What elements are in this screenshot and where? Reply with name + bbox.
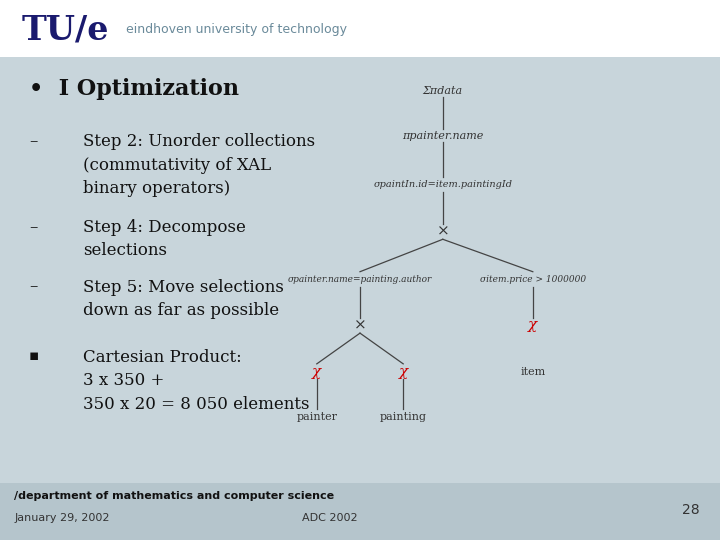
Text: /department of mathematics and computer science: /department of mathematics and computer … [14, 491, 335, 501]
Text: σpaintIn.id=item.paintingId: σpaintIn.id=item.paintingId [373, 180, 513, 189]
Text: Cartesian Product:: Cartesian Product: [83, 349, 241, 366]
Text: eindhoven university of technology: eindhoven university of technology [126, 23, 347, 36]
Text: ×: × [354, 319, 366, 333]
Text: painting: painting [379, 412, 427, 422]
Text: χ: χ [528, 319, 537, 333]
Text: –: – [29, 219, 37, 236]
Text: 28: 28 [683, 503, 700, 517]
Text: χ: χ [312, 364, 321, 379]
Text: 350 x 20 = 8 050 elements: 350 x 20 = 8 050 elements [83, 396, 310, 413]
Text: (commutativity of XAL: (commutativity of XAL [83, 157, 271, 174]
Text: selections: selections [83, 242, 167, 259]
Text: ADC 2002: ADC 2002 [302, 514, 358, 523]
Text: Step 5: Move selections: Step 5: Move selections [83, 279, 284, 295]
Text: σpainter.name=painting.author: σpainter.name=painting.author [288, 275, 432, 284]
Text: ▪: ▪ [29, 349, 39, 363]
Text: item: item [520, 367, 546, 376]
Text: January 29, 2002: January 29, 2002 [14, 514, 110, 523]
Text: binary operators): binary operators) [83, 180, 230, 198]
Text: ×: × [436, 225, 449, 239]
Text: –: – [29, 133, 37, 151]
Text: πpainter.name: πpainter.name [402, 131, 484, 140]
Text: •  I Optimization: • I Optimization [29, 78, 239, 100]
Text: σitem.price > 1000000: σitem.price > 1000000 [480, 275, 586, 284]
Text: Step 4: Decompose: Step 4: Decompose [83, 219, 246, 236]
Text: 3 x 350 +: 3 x 350 + [83, 373, 164, 389]
Text: painter: painter [297, 412, 337, 422]
Text: χ: χ [399, 364, 408, 379]
Text: down as far as possible: down as far as possible [83, 302, 279, 319]
Text: –: – [29, 279, 37, 295]
Text: Step 2: Unorder collections: Step 2: Unorder collections [83, 133, 315, 151]
Text: Σπdata: Σπdata [423, 86, 463, 96]
Text: TU/e: TU/e [22, 13, 109, 46]
